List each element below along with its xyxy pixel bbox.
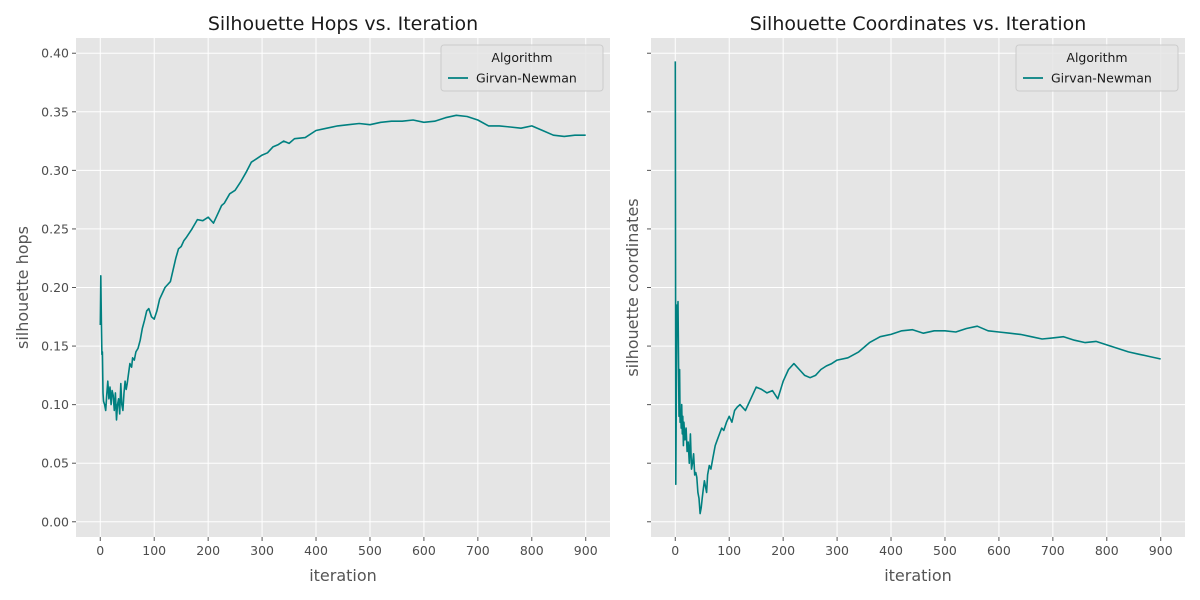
y-tick-label: 0.30 [41, 163, 69, 178]
series-line-girvan-newman [99, 114, 586, 421]
x-tick-label: 300 [825, 543, 849, 558]
y-tick-label: 0.00 [41, 514, 69, 529]
x-tick-label: 300 [250, 543, 274, 558]
x-tick-label: 400 [879, 543, 903, 558]
x-axis-label: iteration [309, 566, 377, 585]
x-tick-label: 100 [717, 543, 741, 558]
legend-title: Algorithm [491, 50, 552, 65]
x-tick-label: 0 [671, 543, 679, 558]
y-axis-label: silhouette coordinates [623, 198, 642, 376]
y-tick-label: 0.40 [41, 46, 69, 61]
x-tick-label: 200 [771, 543, 795, 558]
legend-box [440, 44, 604, 92]
y-tick-label: 0.20 [41, 280, 69, 295]
y-tick-label: 0.35 [41, 104, 69, 119]
y-tick-label: 0.15 [41, 339, 69, 354]
y-axis-label: silhouette hops [13, 226, 32, 349]
x-tick-label: 600 [987, 543, 1011, 558]
x-tick-label: 900 [574, 543, 598, 558]
legend-label: Girvan-Newman [476, 71, 577, 86]
x-tick-label: 700 [466, 543, 490, 558]
x-tick-label: 700 [1041, 543, 1065, 558]
x-tick-label: 200 [196, 543, 220, 558]
legend-box [1015, 44, 1179, 92]
y-tick-label: 0.05 [41, 456, 69, 471]
x-tick-label: 0 [96, 543, 104, 558]
x-tick-label: 800 [520, 543, 544, 558]
chart-title: Silhouette Coordinates vs. Iteration [750, 13, 1087, 35]
legend: Algorithm Girvan-Newman [1015, 44, 1179, 92]
x-tick-label: 900 [1149, 543, 1173, 558]
chart-panel-1: 0.00 0.05 0.10 0.15 0.20 0.25 0.30 0.35 0.40 0 100… [13, 13, 610, 585]
chart-title: Silhouette Hops vs. Iteration [208, 13, 478, 35]
x-tick-label: 600 [412, 543, 436, 558]
legend-title: Algorithm [1066, 50, 1127, 65]
series-line-girvan-newman [674, 61, 1161, 515]
x-tick-label: 500 [933, 543, 957, 558]
x-tick-label: 800 [1095, 543, 1119, 558]
y-tick-label: 0.10 [41, 397, 69, 412]
legend-label: Girvan-Newman [1051, 71, 1152, 86]
x-tick-label: 400 [304, 543, 328, 558]
x-axis-label: iteration [884, 566, 952, 585]
x-tick-label: 100 [142, 543, 166, 558]
y-tick-label: 0.25 [41, 221, 69, 236]
legend: Algorithm Girvan-Newman [440, 44, 604, 92]
chart-panel-2: 0 100 200 300 400 500 600 700 800 900 Silhouette C… [623, 13, 1185, 585]
x-tick-label: 500 [358, 543, 382, 558]
